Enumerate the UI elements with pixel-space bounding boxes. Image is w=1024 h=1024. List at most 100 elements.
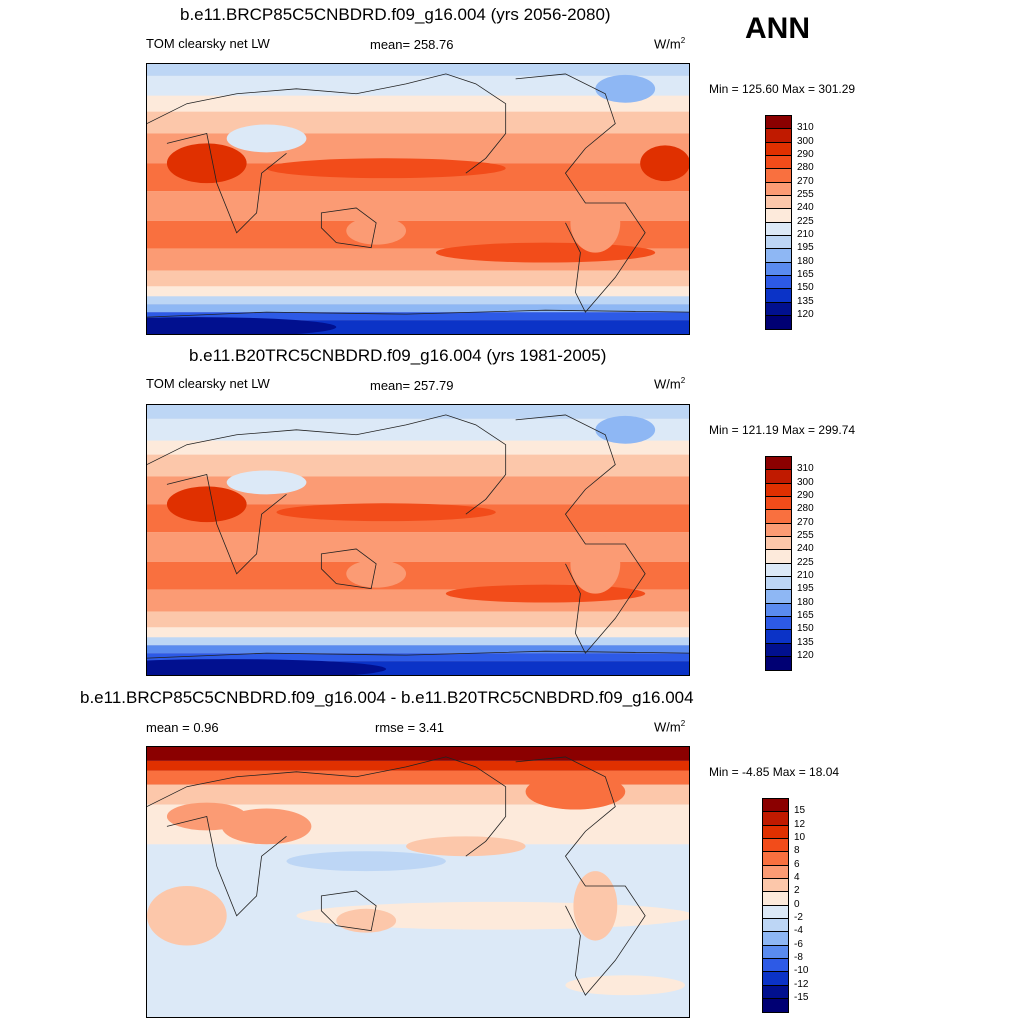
panel-1-map-canvas bbox=[147, 64, 689, 334]
colorbar-tick-label: 135 bbox=[797, 295, 814, 307]
colorbar-swatch bbox=[766, 249, 791, 263]
colorbar-swatch bbox=[763, 972, 788, 986]
panel-2-colorbar bbox=[765, 456, 792, 672]
colorbar-tick-label: 15 bbox=[794, 805, 806, 817]
panel-3-map-canvas bbox=[147, 747, 689, 1017]
colorbar-tick-label: -15 bbox=[794, 991, 809, 1003]
colorbar-swatch bbox=[763, 918, 788, 933]
colorbar-swatch bbox=[766, 195, 791, 210]
colorbar-tick-label: 290 bbox=[797, 148, 814, 160]
colorbar-tick-label: 0 bbox=[794, 898, 800, 910]
colorbar-tick-label: 240 bbox=[797, 202, 814, 214]
colorbar-tick-label: 240 bbox=[797, 543, 814, 555]
colorbar-swatch bbox=[766, 169, 791, 183]
colorbar-tick-label: 280 bbox=[797, 503, 814, 515]
colorbar-tick-label: 225 bbox=[797, 556, 814, 568]
colorbar-tick-label: 300 bbox=[797, 135, 814, 147]
colorbar-swatch bbox=[766, 235, 791, 250]
panel-2-map bbox=[146, 404, 690, 676]
colorbar-swatch bbox=[766, 457, 791, 471]
colorbar-swatch bbox=[766, 470, 791, 484]
colorbar-swatch bbox=[763, 892, 788, 906]
panel-1-minmax: Min = 125.60 Max = 301.29 bbox=[709, 82, 856, 96]
colorbar-tick-label: 255 bbox=[797, 529, 814, 541]
colorbar-tick-label: 270 bbox=[797, 516, 814, 528]
colorbar-swatch bbox=[766, 510, 791, 524]
panel-2-title: b.e11.B20TRC5CNBDRD.f09_g16.004 (yrs 198… bbox=[189, 346, 607, 365]
panel-1-variable-label: TOM clearsky net LW bbox=[146, 36, 270, 51]
colorbar-swatch bbox=[766, 155, 791, 170]
colorbar-swatch bbox=[766, 289, 791, 303]
panel-1-title: b.e11.BRCP85C5CNBDRD.f09_g16.004 (yrs 20… bbox=[180, 5, 611, 24]
colorbar-tick-label: 270 bbox=[797, 175, 814, 187]
colorbar-tick-label: 165 bbox=[797, 609, 814, 621]
colorbar-tick-label: 180 bbox=[797, 596, 814, 608]
colorbar-tick-label: 165 bbox=[797, 268, 814, 280]
colorbar-swatch bbox=[766, 563, 791, 577]
colorbar-tick-label: 210 bbox=[797, 569, 814, 581]
colorbar-swatch bbox=[763, 878, 788, 893]
colorbar-tick-label: 290 bbox=[797, 489, 814, 501]
colorbar-tick-label: 120 bbox=[797, 649, 814, 661]
colorbar-swatch bbox=[763, 812, 788, 826]
colorbar-tick-label: -8 bbox=[794, 951, 803, 963]
colorbar-swatch bbox=[763, 945, 788, 959]
panel-3-units-label: W/m2 bbox=[654, 719, 686, 735]
colorbar-swatch bbox=[766, 302, 791, 316]
panel-2-map-canvas bbox=[147, 405, 689, 675]
panel-1-units-label: W/m2 bbox=[654, 36, 686, 52]
colorbar-tick-label: 180 bbox=[797, 255, 814, 267]
colorbar-tick-label: 225 bbox=[797, 215, 814, 227]
colorbar-tick-label: -12 bbox=[794, 978, 809, 990]
colorbar-swatch bbox=[766, 576, 791, 591]
colorbar-tick-label: -10 bbox=[794, 965, 809, 977]
colorbar-swatch bbox=[766, 603, 791, 617]
colorbar-tick-label: 310 bbox=[797, 463, 814, 475]
colorbar-swatch bbox=[766, 222, 791, 236]
panel-2-minmax: Min = 121.19 Max = 299.74 bbox=[709, 423, 856, 437]
colorbar-tick-label: 8 bbox=[794, 845, 800, 857]
colorbar-tick-label: 120 bbox=[797, 308, 814, 320]
colorbar-swatch bbox=[766, 616, 791, 631]
colorbar-tick-label: 150 bbox=[797, 282, 814, 294]
colorbar-tick-label: 300 bbox=[797, 476, 814, 488]
colorbar-swatch bbox=[766, 275, 791, 290]
colorbar-swatch bbox=[766, 116, 791, 130]
colorbar-swatch bbox=[766, 536, 791, 551]
colorbar-tick-label: -6 bbox=[794, 938, 803, 950]
panel-2-units-label: W/m2 bbox=[654, 376, 686, 392]
colorbar-swatch bbox=[766, 182, 791, 196]
colorbar-tick-label: -4 bbox=[794, 925, 803, 937]
panel-1-colorbar bbox=[765, 115, 792, 331]
colorbar-tick-label: 10 bbox=[794, 831, 806, 843]
colorbar-tick-label: 6 bbox=[794, 858, 800, 870]
panel-1-map bbox=[146, 63, 690, 335]
colorbar-swatch bbox=[763, 838, 788, 853]
colorbar-swatch bbox=[763, 985, 788, 999]
colorbar-swatch bbox=[763, 865, 788, 879]
colorbar-swatch bbox=[766, 209, 791, 223]
panel-3-rmse-label: rmse = 3.41 bbox=[375, 720, 445, 735]
colorbar-tick-label: 195 bbox=[797, 583, 814, 595]
colorbar-swatch bbox=[763, 852, 788, 866]
colorbar-swatch bbox=[763, 905, 788, 919]
colorbar-swatch bbox=[766, 483, 791, 497]
colorbar-swatch bbox=[763, 932, 788, 946]
colorbar-swatch bbox=[763, 825, 788, 839]
panel-1-mean-label: mean= 258.76 bbox=[370, 37, 454, 52]
colorbar-tick-label: 195 bbox=[797, 242, 814, 254]
colorbar-tick-label: -2 bbox=[794, 911, 803, 923]
colorbar-swatch bbox=[763, 799, 788, 813]
colorbar-tick-label: 4 bbox=[794, 871, 800, 883]
colorbar-swatch bbox=[766, 523, 791, 537]
panel-3-mean-label: mean = 0.96 bbox=[146, 720, 219, 735]
colorbar-tick-label: 280 bbox=[797, 162, 814, 174]
season-label: ANN bbox=[745, 12, 810, 45]
colorbar-swatch bbox=[766, 656, 791, 671]
colorbar-swatch bbox=[763, 958, 788, 973]
panel-3-colorbar bbox=[762, 798, 789, 1014]
colorbar-swatch bbox=[766, 550, 791, 564]
colorbar-tick-label: 310 bbox=[797, 122, 814, 134]
colorbar-tick-label: 255 bbox=[797, 188, 814, 200]
panel-2-variable-label: TOM clearsky net LW bbox=[146, 376, 270, 391]
